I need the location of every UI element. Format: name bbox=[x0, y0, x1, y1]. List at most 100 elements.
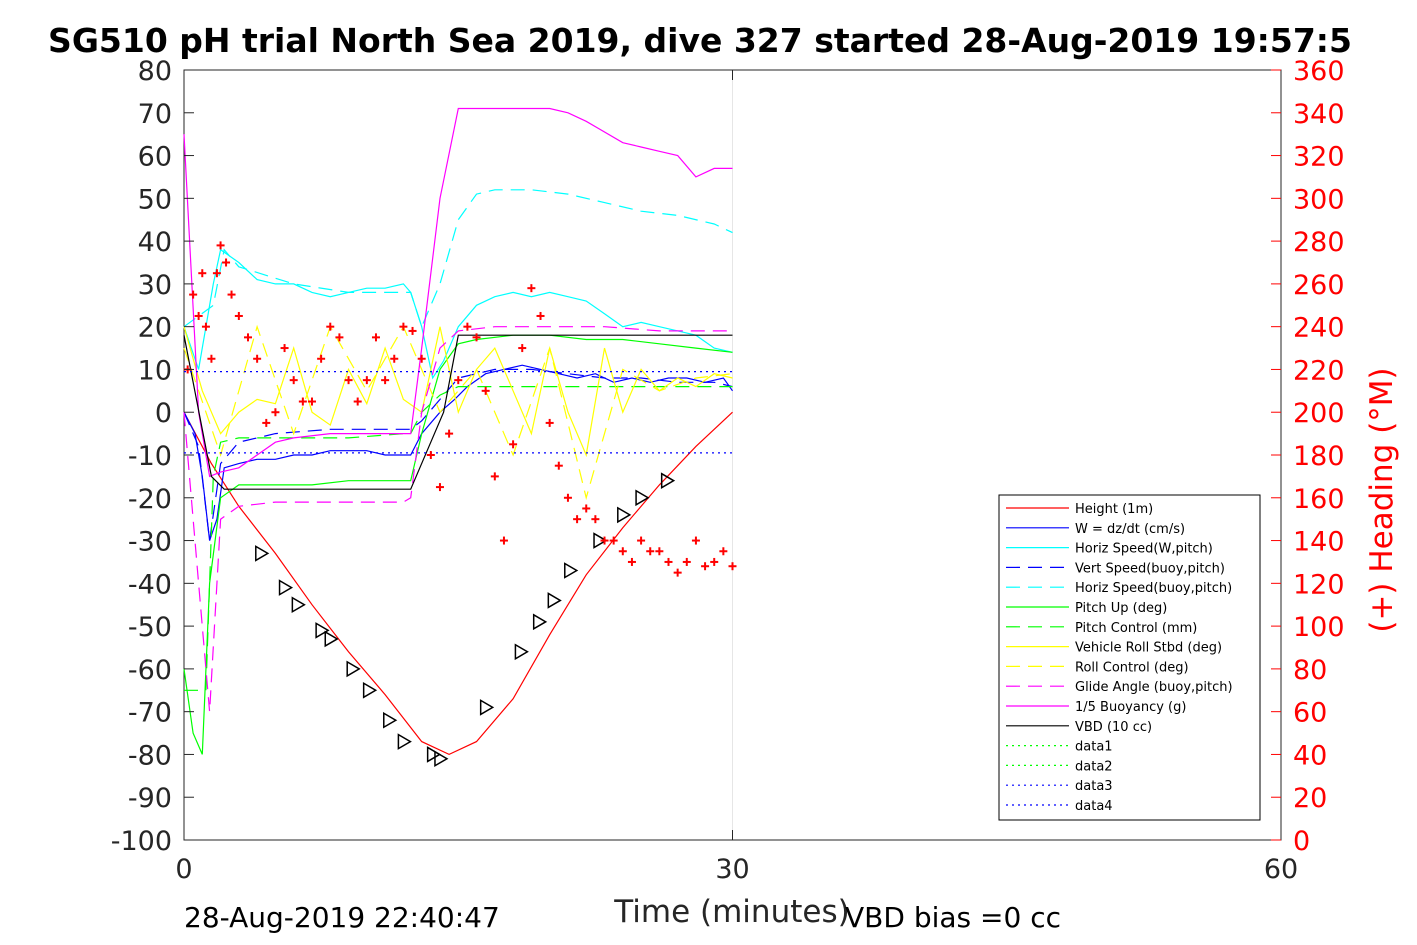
series-roll bbox=[183, 326, 733, 458]
heading-point bbox=[326, 322, 335, 331]
y-right-tick-label: 300 bbox=[1293, 184, 1345, 215]
height-marker bbox=[255, 545, 270, 562]
heading-point bbox=[222, 258, 231, 267]
y-tick-label: 80 bbox=[138, 56, 172, 87]
series-layer bbox=[183, 107, 737, 768]
legend-label-pitch: Pitch Up (deg) bbox=[1075, 601, 1167, 616]
heading-point bbox=[472, 333, 481, 342]
y-tick-label: -30 bbox=[128, 527, 172, 558]
y-right-tick-label: 320 bbox=[1293, 142, 1345, 173]
y-tick-label: -10 bbox=[128, 441, 172, 472]
heading-point bbox=[582, 504, 591, 513]
height-marker bbox=[564, 562, 579, 579]
heading-point bbox=[207, 354, 216, 363]
series-horiz_w bbox=[183, 248, 733, 380]
heading-point bbox=[399, 322, 408, 331]
heading-point bbox=[518, 344, 527, 353]
heading-point bbox=[499, 536, 508, 545]
heading-point bbox=[189, 290, 198, 299]
legend-label-roll: Vehicle Roll Stbd (deg) bbox=[1075, 641, 1222, 656]
height-marker bbox=[397, 733, 412, 750]
heading-point bbox=[262, 418, 271, 427]
heading-point bbox=[563, 493, 572, 502]
y-right-tick-label: 40 bbox=[1293, 740, 1327, 771]
legend-label-horiz_w: Horiz Speed(W,pitch) bbox=[1075, 542, 1213, 557]
footer-vbd-bias: VBD bias =0 cc bbox=[845, 901, 1061, 934]
heading-point bbox=[536, 311, 545, 320]
y-tick-label: -80 bbox=[128, 740, 172, 771]
y-right-tick-label: 260 bbox=[1293, 270, 1345, 301]
heading-point bbox=[710, 557, 719, 566]
legend-label-glide: Glide Angle (buoy,pitch) bbox=[1075, 680, 1233, 695]
legend-label-roll_ctrl: Roll Control (deg) bbox=[1075, 660, 1189, 675]
heading-point bbox=[664, 557, 673, 566]
x-tick-label: 0 bbox=[175, 854, 192, 885]
y-tick-label: -100 bbox=[111, 826, 172, 857]
y-tick-label: 10 bbox=[138, 355, 172, 386]
height-marker bbox=[291, 596, 306, 614]
heading-point bbox=[691, 536, 700, 545]
series-glide bbox=[183, 326, 733, 712]
y-tick-label: 70 bbox=[138, 99, 172, 130]
heading-point bbox=[481, 386, 490, 395]
y-right-tick-label: 220 bbox=[1293, 355, 1345, 386]
y-tick-label: 0 bbox=[155, 398, 172, 429]
axes-layer: 0 30 6080706050403020100-10-20-30-40-50-60… bbox=[111, 56, 1345, 885]
heading-point bbox=[201, 322, 210, 331]
heading-point bbox=[627, 557, 636, 566]
heading-point bbox=[408, 326, 417, 335]
heading-point bbox=[307, 397, 316, 406]
x-tick-label: 60 bbox=[1264, 854, 1298, 885]
heading-point bbox=[381, 376, 390, 385]
heading-point bbox=[212, 269, 221, 278]
heading-point bbox=[682, 557, 691, 566]
heading-point bbox=[545, 418, 554, 427]
heading-point bbox=[527, 284, 536, 293]
heading-point bbox=[554, 461, 563, 470]
height-marker bbox=[635, 489, 650, 507]
height-marker bbox=[346, 660, 361, 678]
heading-point bbox=[194, 311, 203, 320]
y-right-tick-label: 60 bbox=[1293, 698, 1327, 729]
height-marker bbox=[547, 592, 562, 609]
height-marker bbox=[383, 711, 398, 729]
y-tick-label: -20 bbox=[128, 484, 172, 515]
y-right-tick-label: 360 bbox=[1293, 56, 1345, 87]
y-right-tick-label: 200 bbox=[1293, 398, 1345, 429]
heading-point bbox=[728, 562, 737, 571]
heading-point bbox=[317, 354, 326, 363]
y-tick-label: -60 bbox=[128, 655, 172, 686]
y-tick-label: -40 bbox=[128, 569, 172, 600]
height-marker bbox=[660, 472, 676, 489]
y-right-tick-label: 80 bbox=[1293, 655, 1327, 686]
heading-point bbox=[198, 269, 207, 278]
heading-point bbox=[371, 333, 380, 342]
legend-label-horiz_buoy: Horiz Speed(buoy,pitch) bbox=[1075, 581, 1232, 596]
heading-point bbox=[243, 333, 252, 342]
y-right-tick-label: 120 bbox=[1293, 569, 1345, 600]
height-marker bbox=[315, 622, 330, 639]
height-marker bbox=[434, 750, 449, 768]
y-right-tick-label: 20 bbox=[1293, 783, 1327, 814]
height-marker bbox=[362, 681, 378, 699]
series-pitch bbox=[183, 334, 733, 755]
y-right-tick-label: 140 bbox=[1293, 527, 1345, 558]
series-height bbox=[183, 411, 733, 756]
legend-label-data1: data1 bbox=[1075, 740, 1113, 755]
y-tick-label: 20 bbox=[138, 313, 172, 344]
legend-label-data4: data4 bbox=[1075, 799, 1113, 814]
heading-point bbox=[490, 472, 499, 481]
heading-point bbox=[227, 290, 236, 299]
heading-point bbox=[609, 536, 618, 545]
heading-point bbox=[454, 376, 463, 385]
legend-label-height: Height (1m) bbox=[1075, 502, 1153, 517]
heading-point bbox=[673, 568, 682, 577]
x-axis-label: Time (minutes) bbox=[613, 894, 849, 930]
series-vbd bbox=[183, 334, 733, 490]
heading-point bbox=[600, 536, 609, 545]
heading-point bbox=[719, 547, 728, 556]
heading-point bbox=[445, 429, 454, 438]
heading-point bbox=[271, 408, 280, 417]
chart-title: SG510 pH trial North Sea 2019, dive 327 … bbox=[48, 21, 1352, 60]
legend-label-vert_buoy: Vert Speed(buoy,pitch) bbox=[1075, 561, 1225, 576]
